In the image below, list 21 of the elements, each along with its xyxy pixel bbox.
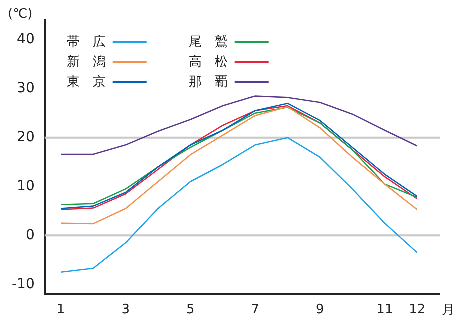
x-axis-title: 月: [442, 302, 455, 318]
y-tick-label: 0: [26, 227, 35, 244]
x-tick-label: 7: [251, 302, 260, 318]
legend-label: 帯 広: [66, 34, 106, 50]
x-tick-label: 11: [376, 302, 394, 318]
legend-label: 新 潟: [66, 54, 106, 70]
x-tick-label: 3: [122, 302, 130, 318]
y-tick-label: 10: [17, 178, 35, 194]
y-axis-title: (℃): [8, 6, 33, 22]
legend-label: 尾 鷲: [188, 34, 228, 50]
legend-label: 那 覇: [188, 74, 228, 90]
y-tick-label: 20: [17, 129, 35, 146]
y-tick-label: 40: [17, 32, 35, 48]
x-tick-label: 9: [316, 302, 324, 318]
y-tick-label: 30: [17, 80, 35, 97]
x-tick-label: 5: [186, 302, 195, 318]
y-tick-label: -10: [12, 276, 35, 292]
legend-label: 高 松: [188, 54, 228, 70]
x-tick-label: 1: [56, 302, 66, 318]
legend-label: 東 京: [66, 74, 106, 90]
x-tick-label: 12: [409, 302, 426, 318]
